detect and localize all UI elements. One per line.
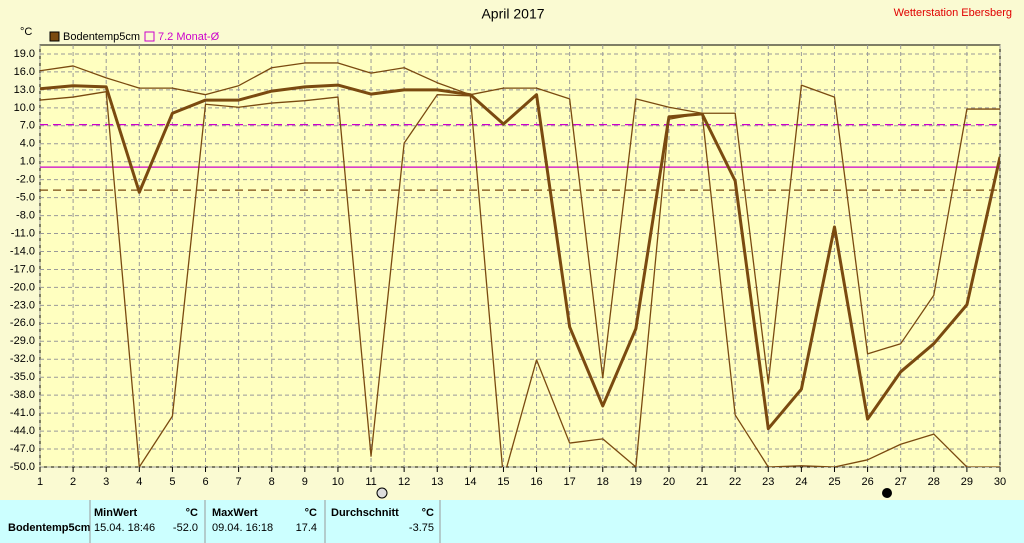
- table-header: °C: [305, 507, 317, 519]
- x-tick-label: 25: [828, 476, 840, 488]
- y-tick-label: -41.0: [10, 407, 35, 419]
- data-line: [40, 91, 1000, 467]
- table-cell: Bodentemp5cm: [8, 522, 91, 534]
- x-tick-label: 5: [169, 476, 175, 488]
- y-unit: °C: [20, 26, 32, 38]
- y-tick-label: 16.0: [14, 66, 35, 78]
- table-header: °C: [422, 507, 434, 519]
- x-tick-label: 17: [564, 476, 576, 488]
- table-cell: 17.4: [296, 522, 317, 534]
- y-tick-label: -29.0: [10, 335, 35, 347]
- moon-icon: [882, 488, 892, 498]
- y-tick-label: -11.0: [11, 227, 35, 239]
- y-tick-label: 1.0: [20, 156, 35, 168]
- x-tick-label: 15: [497, 476, 509, 488]
- y-tick-label: 13.0: [14, 84, 35, 96]
- x-tick-label: 29: [961, 476, 973, 488]
- y-tick-label: -5.0: [16, 192, 35, 204]
- y-tick-label: -2.0: [16, 174, 35, 186]
- x-tick-label: 3: [103, 476, 109, 488]
- x-tick-label: 19: [630, 476, 642, 488]
- legend-swatch: [49, 31, 60, 42]
- x-tick-label: 8: [269, 476, 275, 488]
- x-tick-label: 26: [861, 476, 873, 488]
- y-tick-label: -50.0: [10, 461, 35, 473]
- y-tick-label: -23.0: [10, 299, 35, 311]
- x-tick-label: 1: [37, 476, 43, 488]
- table-cell: 09.04. 16:18: [212, 522, 273, 534]
- legend-label: Bodentemp5cm: [63, 31, 140, 43]
- legend-swatch: [144, 31, 155, 42]
- data-line: [40, 83, 1000, 431]
- y-tick-label: -8.0: [16, 210, 35, 222]
- y-tick-label: -14.0: [10, 245, 35, 257]
- table-header: °C: [186, 507, 198, 519]
- y-tick-label: -35.0: [10, 371, 35, 383]
- data-line: [40, 62, 1000, 384]
- x-tick-label: 13: [431, 476, 443, 488]
- x-tick-label: 18: [597, 476, 609, 488]
- y-tick-label: 4.0: [20, 138, 35, 150]
- x-tick-label: 12: [398, 476, 410, 488]
- x-tick-label: 10: [332, 476, 344, 488]
- table-header: MaxWert: [212, 507, 258, 519]
- y-tick-label: -38.0: [10, 389, 35, 401]
- x-tick-label: 14: [464, 476, 476, 488]
- x-tick-label: 27: [895, 476, 907, 488]
- stats-panel: [0, 500, 1024, 543]
- x-tick-label: 2: [70, 476, 76, 488]
- moon-icon: [376, 487, 388, 499]
- legend-label: 7.2 Monat-Ø: [158, 31, 220, 43]
- table-cell: -3.75: [409, 522, 434, 534]
- y-tick-label: -47.0: [10, 443, 35, 455]
- x-tick-label: 9: [302, 476, 308, 488]
- chart-title: April 2017: [481, 6, 544, 22]
- table-cell: -52.0: [173, 522, 198, 534]
- x-tick-label: 16: [530, 476, 542, 488]
- x-tick-label: 22: [729, 476, 741, 488]
- table-cell: 15.04. 18:46: [94, 522, 155, 534]
- y-tick-label: 19.0: [14, 48, 35, 60]
- x-tick-label: 20: [663, 476, 675, 488]
- x-tick-label: 24: [795, 476, 807, 488]
- x-tick-label: 11: [365, 476, 376, 488]
- y-tick-label: -32.0: [10, 353, 35, 365]
- y-tick-label: -44.0: [10, 425, 35, 437]
- y-tick-label: 10.0: [14, 102, 35, 114]
- x-tick-label: 30: [994, 476, 1006, 488]
- x-tick-label: 4: [136, 476, 142, 488]
- table-header: Durchschnitt: [331, 507, 399, 519]
- station-name: Wetterstation Ebersberg: [894, 7, 1012, 19]
- table-header: MinWert: [94, 507, 138, 519]
- y-tick-label: -17.0: [10, 263, 35, 275]
- y-tick-label: 7.0: [20, 120, 35, 132]
- y-tick-label: -26.0: [10, 317, 35, 329]
- x-tick-label: 28: [928, 476, 940, 488]
- x-tick-label: 21: [696, 476, 708, 488]
- x-tick-label: 7: [236, 476, 242, 488]
- y-tick-label: -20.0: [10, 281, 35, 293]
- x-tick-label: 23: [762, 476, 774, 488]
- x-tick-label: 6: [202, 476, 208, 488]
